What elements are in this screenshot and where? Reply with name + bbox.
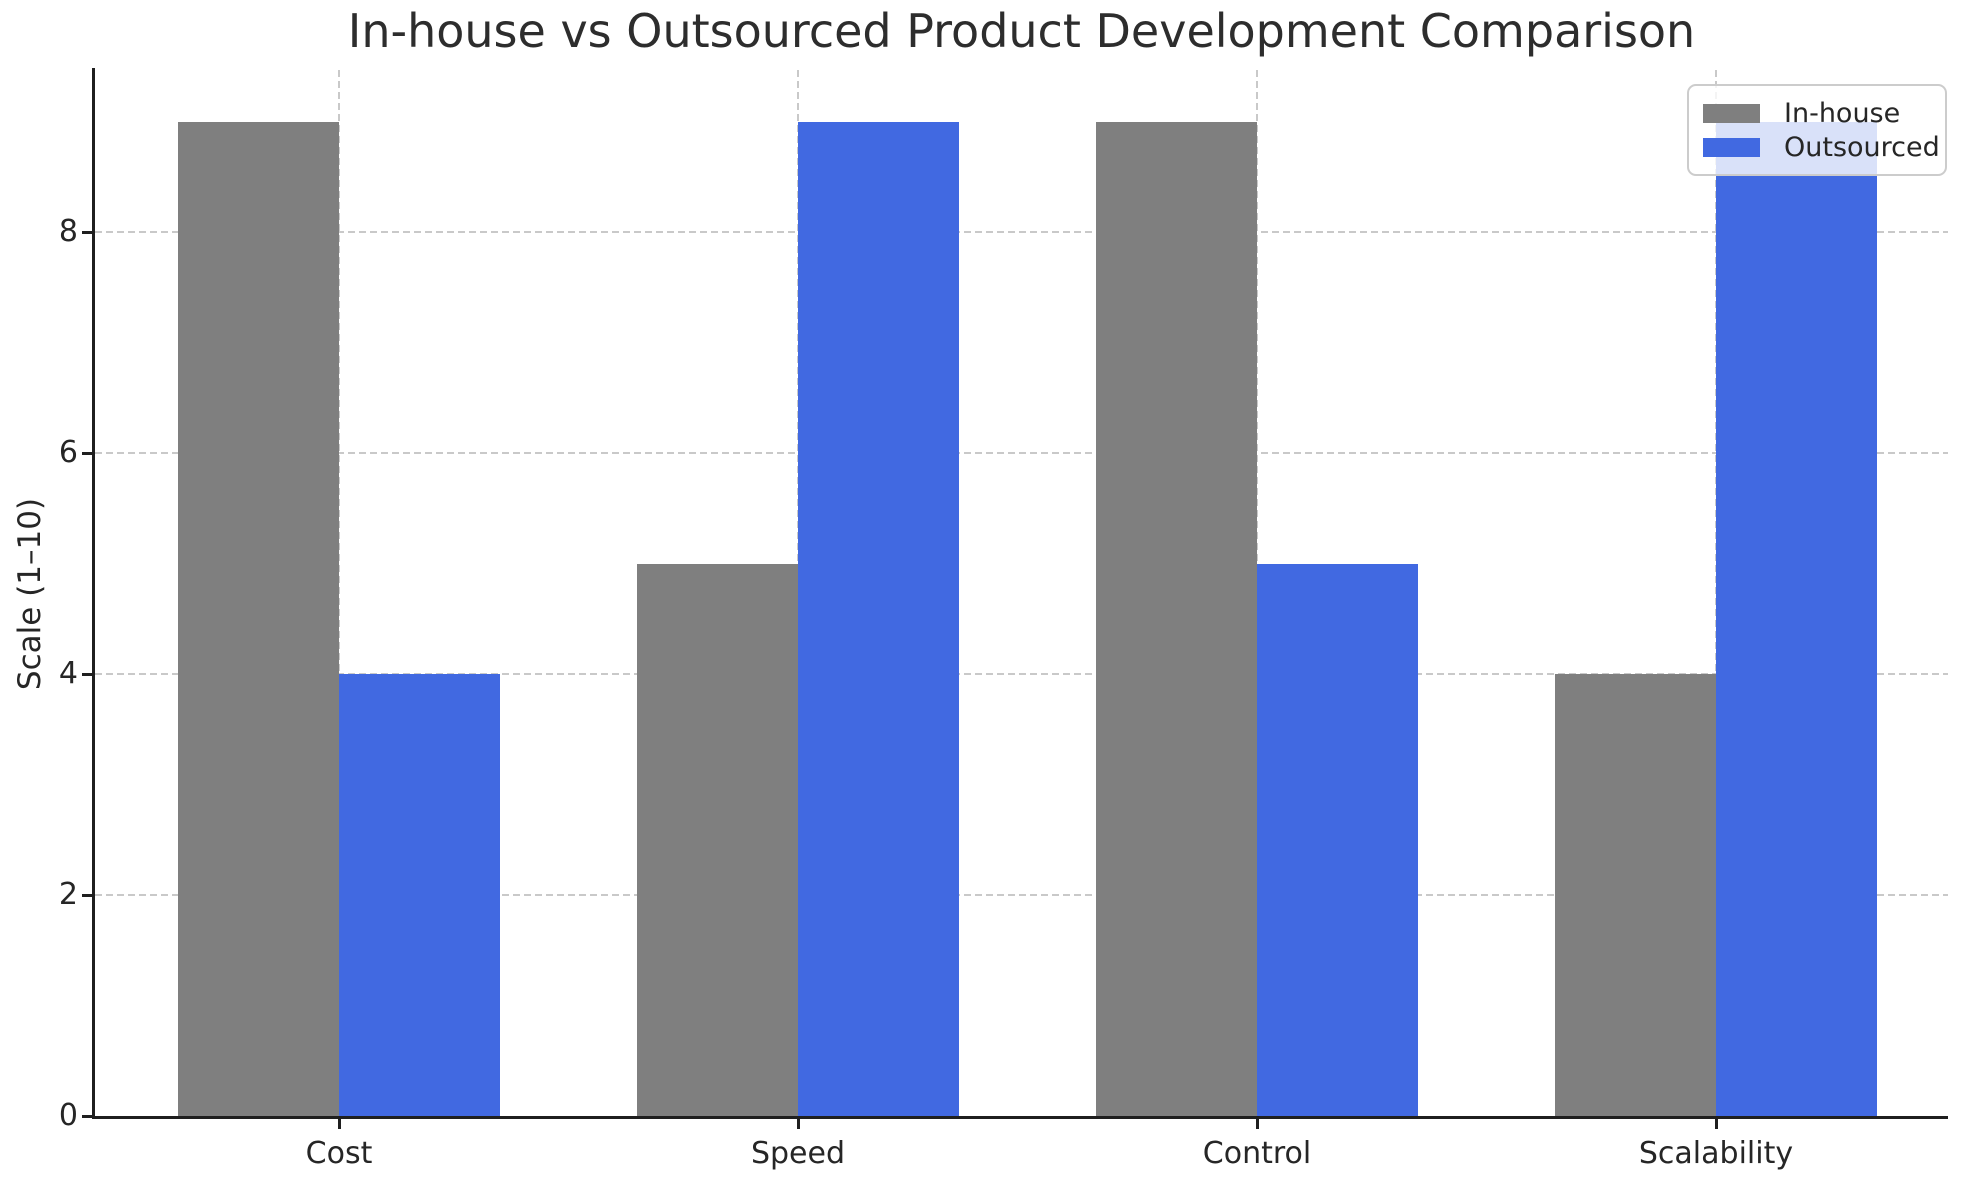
y-tick-0 [82, 1115, 92, 1118]
bar-in-house-speed [637, 563, 798, 1116]
y-tick-4 [82, 673, 92, 676]
y-tick-8 [82, 231, 92, 234]
legend-swatch-in-house [1703, 103, 1760, 123]
bar-in-house-cost [178, 121, 339, 1116]
x-tick-label-control: Control [1202, 1136, 1312, 1171]
bar-outsourced-speed [798, 121, 959, 1116]
legend: In-house Outsourced [1687, 84, 1947, 176]
gridline-vertical-cost [338, 70, 340, 1116]
bar-in-house-control [1096, 121, 1257, 1116]
gridline-horizontal-4 [95, 673, 1948, 675]
legend-row-outsourced: Outsourced [1703, 132, 1940, 163]
x-axis-spine [92, 1116, 1948, 1119]
y-tick-label-6: 6 [58, 435, 78, 470]
y-tick-label-0: 0 [58, 1098, 78, 1133]
y-tick-label-4: 4 [58, 656, 78, 691]
gridline-horizontal-6 [95, 452, 1948, 454]
y-tick-label-8: 8 [58, 214, 78, 249]
x-tick-label-cost: Cost [305, 1136, 373, 1171]
gridline-horizontal-2 [95, 894, 1948, 896]
bar-outsourced-cost [339, 674, 500, 1116]
gridline-horizontal-8 [95, 231, 1948, 233]
legend-label-outsourced: Outsourced [1784, 131, 1940, 163]
bar-outsourced-control [1257, 563, 1418, 1116]
legend-label-in-house: In-house [1784, 97, 1901, 129]
y-axis-spine [92, 68, 95, 1119]
x-tick-cost [338, 1119, 341, 1129]
x-tick-speed [797, 1119, 800, 1129]
y-tick-6 [82, 452, 92, 455]
x-tick-label-scalability: Scalability [1638, 1136, 1794, 1171]
x-tick-label-speed: Speed [750, 1136, 846, 1171]
legend-swatch-outsourced [1703, 137, 1760, 157]
chart-title: In-house vs Outsourced Product Developme… [347, 4, 1696, 58]
bar-outsourced-scalability [1716, 121, 1877, 1116]
bar-in-house-scalability [1555, 674, 1716, 1116]
x-tick-control [1256, 1119, 1259, 1129]
y-tick-label-2: 2 [58, 877, 78, 912]
y-tick-2 [82, 894, 92, 897]
x-tick-scalability [1715, 1119, 1718, 1129]
legend-row-in-house: In-house [1703, 98, 1931, 129]
